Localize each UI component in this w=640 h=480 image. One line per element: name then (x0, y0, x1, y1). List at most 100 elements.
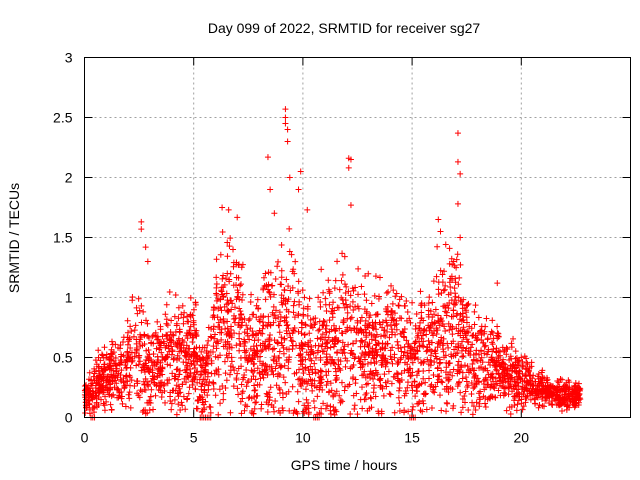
data-point (320, 321, 327, 328)
data-point (142, 244, 149, 251)
data-point (271, 337, 278, 344)
data-point (326, 317, 333, 324)
data-point (357, 326, 364, 333)
data-point (347, 411, 354, 418)
data-point (510, 335, 517, 342)
data-point (299, 345, 306, 352)
data-point (124, 348, 131, 355)
data-point (194, 368, 201, 375)
data-point (113, 380, 120, 387)
data-point (89, 405, 96, 412)
data-point (93, 361, 100, 368)
data-point (300, 311, 307, 318)
data-point (251, 387, 258, 394)
data-point (327, 403, 334, 410)
data-point (326, 388, 333, 395)
data-point (438, 290, 445, 297)
data-point (459, 338, 466, 345)
data-point (359, 361, 366, 368)
data-point (112, 341, 119, 348)
data-point (309, 387, 316, 394)
plot-frame (84, 57, 631, 418)
data-point (260, 274, 267, 281)
data-point (425, 313, 432, 320)
data-point (454, 350, 461, 357)
data-point (167, 393, 174, 400)
data-point (150, 350, 157, 357)
data-point (253, 399, 260, 406)
data-point (230, 282, 237, 289)
data-point (116, 392, 123, 399)
data-point (526, 364, 533, 371)
data-point (281, 287, 288, 294)
data-point (166, 348, 173, 355)
data-point (417, 288, 424, 295)
data-point (426, 367, 433, 374)
data-point (465, 369, 472, 376)
data-point (344, 357, 351, 364)
data-point (259, 330, 266, 337)
data-point (332, 407, 339, 414)
data-point (249, 356, 256, 363)
data-point (513, 364, 520, 371)
data-point (341, 281, 348, 288)
data-point (487, 362, 494, 369)
data-point (329, 357, 336, 364)
data-point (404, 379, 411, 386)
data-point (220, 318, 227, 325)
data-point (488, 393, 495, 400)
data-point (326, 328, 333, 335)
data-point (167, 362, 174, 369)
data-point (463, 378, 470, 385)
data-point (128, 328, 135, 335)
data-point (238, 410, 245, 417)
data-point (379, 359, 386, 366)
data-point (145, 346, 152, 353)
data-point (204, 392, 211, 399)
data-point (395, 342, 402, 349)
data-point (310, 350, 317, 357)
data-point (561, 401, 568, 408)
data-point (329, 305, 336, 312)
data-point (411, 344, 418, 351)
data-point (539, 379, 546, 386)
data-point (127, 382, 134, 389)
data-point (175, 335, 182, 342)
data-point (384, 323, 391, 330)
data-point (168, 343, 175, 350)
data-point (182, 406, 189, 413)
data-point (419, 397, 426, 404)
data-point (344, 304, 351, 311)
data-point (361, 291, 368, 298)
data-point (143, 364, 150, 371)
data-point (89, 396, 96, 403)
data-point (339, 250, 346, 257)
data-point (370, 325, 377, 332)
data-point (216, 386, 223, 393)
y-tick-label: 3 (65, 50, 73, 66)
data-point (438, 367, 445, 374)
data-point (355, 305, 362, 312)
data-point (187, 370, 194, 377)
data-point (476, 379, 483, 386)
data-point (413, 388, 420, 395)
data-point (474, 335, 481, 342)
data-point (118, 388, 125, 395)
data-point (388, 282, 395, 289)
data-point (468, 391, 475, 398)
data-point (283, 327, 290, 334)
data-point (133, 346, 140, 353)
data-point (434, 379, 441, 386)
data-point (199, 356, 206, 363)
data-point (254, 365, 261, 372)
data-point (259, 347, 266, 354)
data-point (167, 339, 174, 346)
data-point (256, 369, 263, 376)
data-point (481, 365, 488, 372)
data-point (270, 404, 277, 411)
data-point (83, 381, 90, 388)
data-point (127, 323, 134, 330)
data-point (385, 368, 392, 375)
data-point (563, 379, 570, 386)
data-point (165, 342, 172, 349)
